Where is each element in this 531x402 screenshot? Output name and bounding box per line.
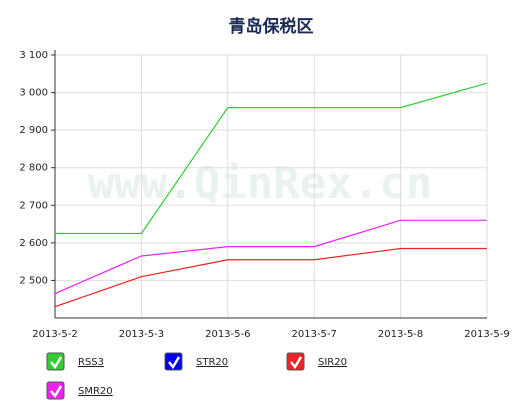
x-tick-label: 2013-5-7	[292, 329, 337, 340]
y-tick-label: 2 600	[19, 238, 48, 249]
check-mark	[290, 356, 303, 370]
check-mark	[168, 356, 181, 370]
legend-item[interactable]: SIR20	[286, 352, 347, 371]
x-tick-label: 2013-5-6	[205, 329, 250, 340]
series-line	[54, 247, 487, 308]
watermark: www.QinRex.cn	[88, 158, 432, 209]
legend-item[interactable]: SMR20	[46, 381, 113, 400]
x-tick-label: 2013-5-3	[119, 329, 164, 340]
check-mark	[50, 385, 63, 399]
series-line	[54, 219, 487, 295]
y-tick-label: 2 500	[19, 275, 48, 286]
check-mark	[50, 356, 63, 370]
x-tick-label: 2013-5-8	[378, 329, 423, 340]
legend-label[interactable]: RSS3	[78, 357, 104, 368]
y-tick-label: 3 100	[19, 50, 48, 61]
legend-label[interactable]: STR20	[196, 357, 228, 368]
chart-title: 青岛保税区	[229, 16, 314, 37]
legend-label[interactable]: SIR20	[318, 357, 347, 368]
legend-item[interactable]: STR20	[164, 352, 228, 371]
y-tick-label: 2 900	[19, 125, 48, 136]
x-tick-label: 2013-5-2	[32, 329, 77, 340]
x-tick-label: 2013-5-9	[464, 329, 509, 340]
legend-item[interactable]: RSS3	[46, 352, 104, 371]
y-tick-label: 2 800	[19, 163, 48, 174]
y-tick-label: 3 000	[19, 88, 48, 99]
y-tick-label: 2 700	[19, 200, 48, 211]
series-line	[55, 82, 488, 235]
legend-label[interactable]: SMR20	[78, 386, 113, 397]
